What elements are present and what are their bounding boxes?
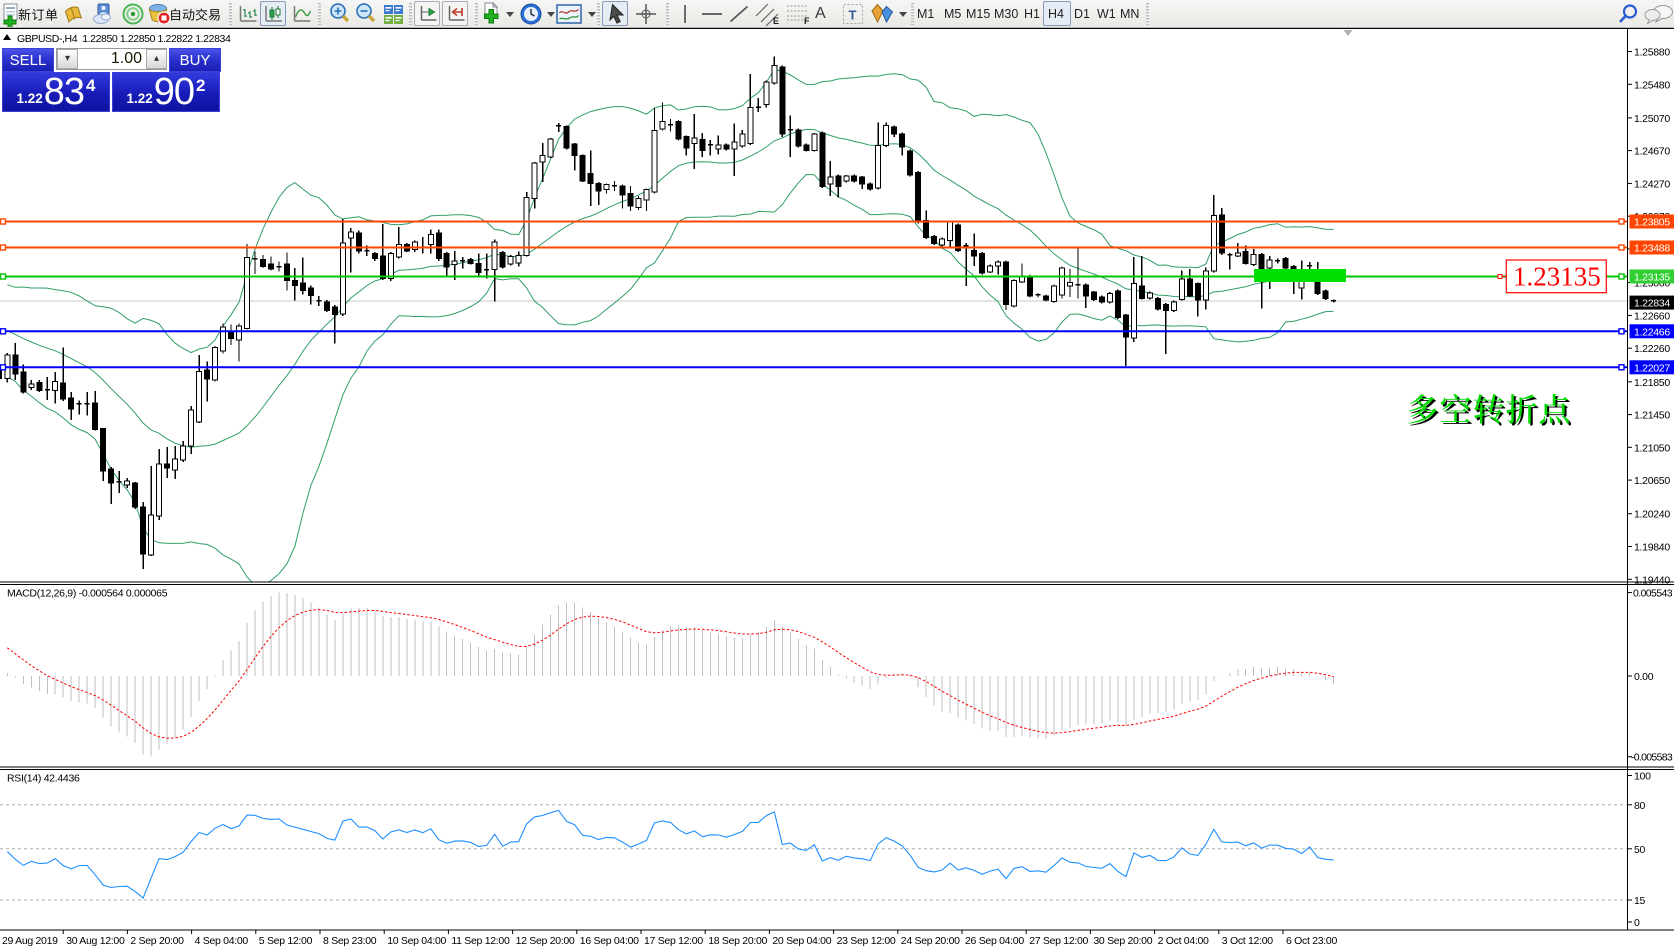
svg-text:1.24670: 1.24670 <box>1634 146 1670 158</box>
svg-text:12 Sep 20:00: 12 Sep 20:00 <box>516 935 575 947</box>
svg-text:29 Aug 2019: 29 Aug 2019 <box>2 935 58 947</box>
svg-text:18 Sep 20:00: 18 Sep 20:00 <box>708 935 767 947</box>
svg-text:1.22466: 1.22466 <box>1634 326 1670 338</box>
svg-text:20 Sep 04:00: 20 Sep 04:00 <box>772 935 831 947</box>
svg-text:27 Sep 12:00: 27 Sep 12:00 <box>1029 935 1088 947</box>
svg-text:2 Sep 20:00: 2 Sep 20:00 <box>130 935 184 947</box>
svg-text:11 Sep 12:00: 11 Sep 12:00 <box>451 935 510 947</box>
svg-text:1.23805: 1.23805 <box>1634 217 1670 229</box>
svg-text:1.19440: 1.19440 <box>1634 574 1670 586</box>
svg-text:1.21450: 1.21450 <box>1634 410 1670 422</box>
svg-text:E: E <box>773 16 779 26</box>
svg-text:16 Sep 04:00: 16 Sep 04:00 <box>580 935 639 947</box>
svg-text:1.20240: 1.20240 <box>1634 509 1670 521</box>
svg-text:3 Oct 12:00: 3 Oct 12:00 <box>1222 935 1273 947</box>
svg-text:24 Sep 20:00: 24 Sep 20:00 <box>901 935 960 947</box>
svg-text:1.23135: 1.23135 <box>1634 272 1670 284</box>
svg-text:F: F <box>804 16 810 26</box>
svg-text:30 Sep 20:00: 30 Sep 20:00 <box>1093 935 1152 947</box>
svg-text:5 Sep 12:00: 5 Sep 12:00 <box>259 935 313 947</box>
svg-text:2 Oct 04:00: 2 Oct 04:00 <box>1158 935 1209 947</box>
svg-text:1.22660: 1.22660 <box>1634 310 1670 322</box>
svg-text:T: T <box>849 8 857 23</box>
svg-text:17 Sep 12:00: 17 Sep 12:00 <box>644 935 703 947</box>
svg-text:4 Sep 04:00: 4 Sep 04:00 <box>195 935 249 947</box>
svg-text:1.25880: 1.25880 <box>1634 47 1670 59</box>
svg-text:8 Sep 23:00: 8 Sep 23:00 <box>323 935 377 947</box>
svg-text:1.22834: 1.22834 <box>1634 298 1670 310</box>
svg-text:50: 50 <box>1634 844 1646 856</box>
svg-text:1.25480: 1.25480 <box>1634 79 1670 91</box>
svg-text:10 Sep 04:00: 10 Sep 04:00 <box>387 935 446 947</box>
svg-text:1.24270: 1.24270 <box>1634 178 1670 190</box>
svg-text:23 Sep 12:00: 23 Sep 12:00 <box>837 935 896 947</box>
svg-text:1.23135: 1.23135 <box>1513 262 1601 292</box>
svg-text:1.22260: 1.22260 <box>1634 343 1670 355</box>
svg-text:1.23488: 1.23488 <box>1634 243 1670 255</box>
svg-text:15: 15 <box>1634 895 1646 907</box>
svg-text:26 Sep 04:00: 26 Sep 04:00 <box>965 935 1024 947</box>
svg-text:1.20650: 1.20650 <box>1634 475 1670 487</box>
svg-text:6 Oct 23:00: 6 Oct 23:00 <box>1286 935 1337 947</box>
svg-text:1.21050: 1.21050 <box>1634 442 1670 454</box>
svg-text:-0.005583: -0.005583 <box>1631 752 1673 764</box>
svg-text:1.22027: 1.22027 <box>1634 362 1670 374</box>
svg-text:30 Aug 12:00: 30 Aug 12:00 <box>66 935 125 947</box>
svg-text:1.21850: 1.21850 <box>1634 377 1670 389</box>
svg-text:0.005543: 0.005543 <box>1633 588 1673 600</box>
svg-text:1.25070: 1.25070 <box>1634 113 1670 125</box>
svg-text:1.19840: 1.19840 <box>1634 542 1670 554</box>
svg-text:0: 0 <box>1634 917 1640 929</box>
svg-text:RSI(14) 42.4436: RSI(14) 42.4436 <box>7 773 80 785</box>
svg-text:MACD(12,26,9) -0.000564 0.0000: MACD(12,26,9) -0.000564 0.000065 <box>7 588 168 600</box>
svg-text:GBPUSD-,H4 1.22850 1.22850 1.: GBPUSD-,H4 1.22850 1.22850 1.22822 1.228… <box>17 33 231 45</box>
svg-text:80: 80 <box>1634 800 1646 812</box>
svg-text:100: 100 <box>1634 771 1651 783</box>
svg-text:0.00: 0.00 <box>1634 671 1654 683</box>
